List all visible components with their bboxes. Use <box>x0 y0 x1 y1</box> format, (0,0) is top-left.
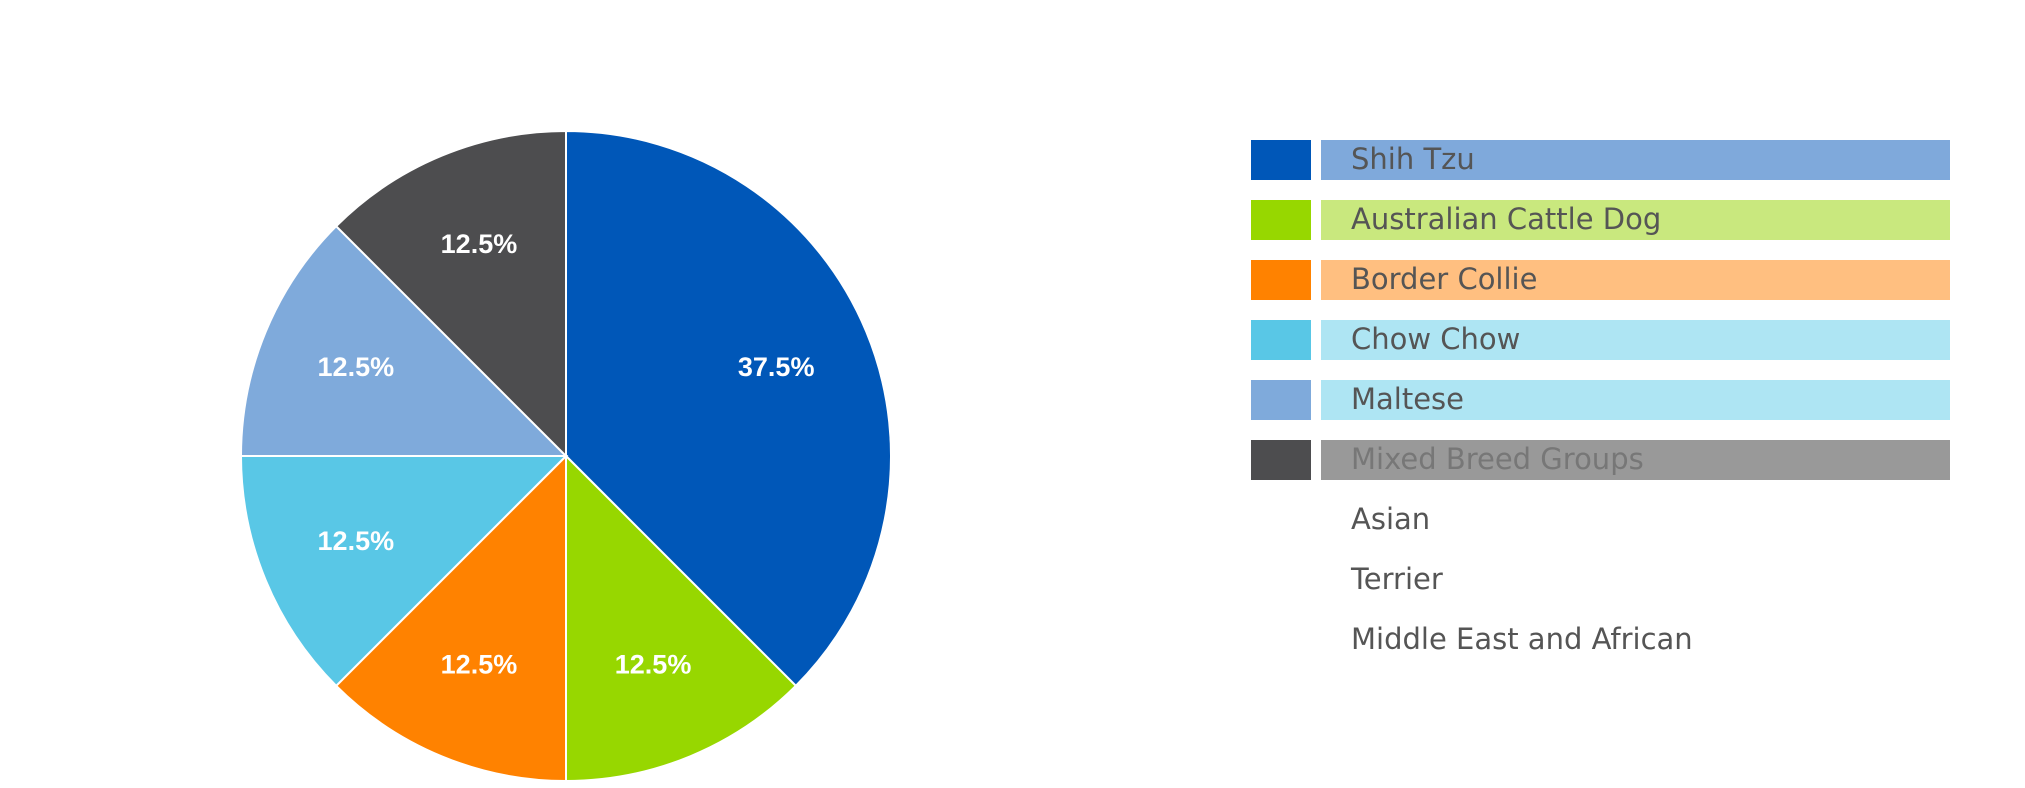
legend-label: Middle East and African <box>1351 622 1693 656</box>
legend-label: Terrier <box>1350 562 1443 596</box>
legend-swatch <box>1251 140 1311 180</box>
legend-swatch <box>1251 320 1311 360</box>
legend-bar <box>1321 320 1950 360</box>
pie-slice <box>239 224 569 457</box>
slice-label: 12.5% <box>441 649 518 679</box>
legend-swatch <box>1251 200 1311 240</box>
legend-bar <box>1321 260 1950 300</box>
legend-label: Chow Chow <box>1351 322 1520 356</box>
legend-swatch <box>1251 380 1311 420</box>
pie-slice <box>565 129 893 688</box>
slice-label: 12.5% <box>318 352 395 382</box>
legend-bar <box>1321 440 1950 480</box>
legend-label: Shih Tzu <box>1351 142 1475 176</box>
pie-slice <box>565 453 798 783</box>
legend-label: Australian Cattle Dog <box>1351 202 1661 236</box>
legend-bar <box>1321 200 1950 240</box>
legend-label: Border Collie <box>1351 262 1537 296</box>
legend-label: Mixed Breed Groups <box>1351 442 1644 476</box>
legend-swatch <box>1251 260 1311 300</box>
slice-label: 37.5% <box>738 352 815 382</box>
pie-slice <box>239 455 569 688</box>
legend-swatch <box>1251 440 1311 480</box>
legend-label: Maltese <box>1351 382 1464 416</box>
slice-label: 12.5% <box>615 649 692 679</box>
slice-label: 12.5% <box>441 229 518 259</box>
legend-bar <box>1321 140 1950 180</box>
legend-bar <box>1321 380 1950 420</box>
pie-slice <box>334 129 567 459</box>
slice-label: 12.5% <box>318 526 395 556</box>
pie-slice <box>334 453 567 783</box>
legend-label: Asian <box>1351 502 1430 536</box>
